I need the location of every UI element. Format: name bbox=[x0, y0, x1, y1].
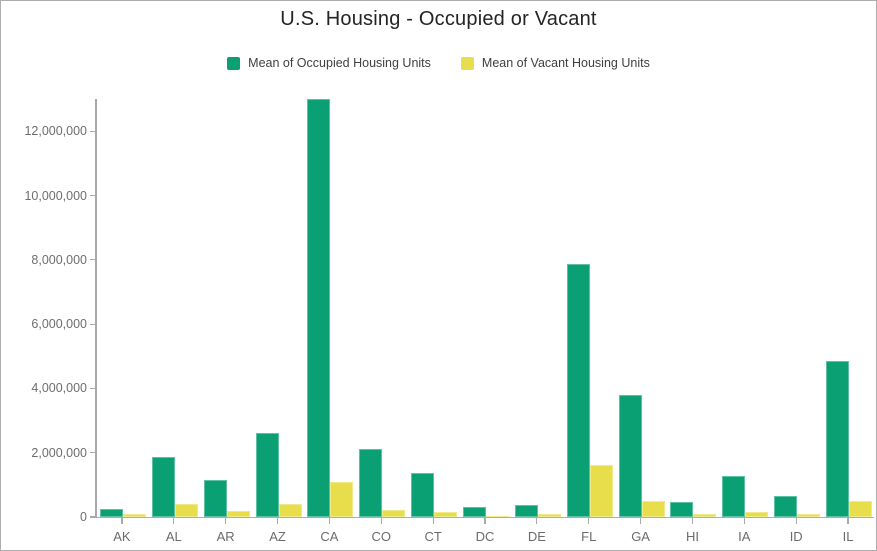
bar-occupied-DE[interactable] bbox=[514, 504, 538, 517]
bar-occupied-HI[interactable] bbox=[670, 501, 694, 517]
x-axis-label-AL: AL bbox=[165, 529, 182, 544]
x-axis-label-AZ: AZ bbox=[269, 529, 286, 544]
x-axis-label-CT: CT bbox=[424, 529, 442, 544]
bar-occupied-GA[interactable] bbox=[618, 394, 642, 517]
y-tick bbox=[90, 516, 96, 518]
x-tick bbox=[225, 518, 227, 524]
x-tick bbox=[640, 518, 642, 524]
bar-vacant-CT[interactable] bbox=[434, 512, 458, 517]
y-tick-label: 8,000,000 bbox=[31, 252, 87, 267]
y-tick bbox=[90, 194, 96, 197]
legend-label-occupied: Mean of Occupied Housing Units bbox=[248, 56, 431, 70]
x-tick bbox=[173, 518, 175, 524]
bar-vacant-AR[interactable] bbox=[226, 510, 250, 517]
x-tick bbox=[691, 518, 694, 524]
x-tick bbox=[795, 518, 797, 524]
bar-occupied-IL[interactable] bbox=[826, 361, 850, 517]
bar-occupied-ID[interactable] bbox=[774, 496, 798, 517]
x-axis-label-CO: CO bbox=[371, 529, 392, 544]
bar-vacant-CA[interactable] bbox=[330, 481, 354, 517]
bar-occupied-CO[interactable] bbox=[359, 448, 383, 517]
x-tick bbox=[276, 518, 279, 524]
x-tick bbox=[536, 518, 538, 524]
bar-occupied-CA[interactable] bbox=[307, 99, 331, 517]
bar-occupied-AL[interactable] bbox=[151, 456, 175, 517]
chart-title: U.S. Housing - Occupied or Vacant bbox=[280, 8, 597, 30]
x-axis-label-IA: IA bbox=[738, 529, 751, 544]
y-tick-label: 10,000,000 bbox=[24, 188, 87, 203]
x-axis-label-DE: DE bbox=[527, 529, 546, 544]
x-tick bbox=[380, 518, 382, 524]
bar-vacant-GA[interactable] bbox=[641, 500, 665, 517]
y-tick bbox=[90, 452, 96, 454]
y-tick-label: 12,000,000 bbox=[24, 124, 87, 139]
x-axis-label-AK: AK bbox=[113, 529, 131, 544]
x-tick bbox=[432, 518, 434, 524]
x-tick bbox=[121, 518, 123, 524]
y-tick-label: 0 bbox=[80, 510, 87, 524]
bar-occupied-AR[interactable] bbox=[203, 479, 227, 517]
x-axis-label-AR: AR bbox=[216, 529, 235, 544]
vacant-swatch-icon bbox=[460, 56, 474, 70]
bar-vacant-AZ[interactable] bbox=[278, 503, 302, 517]
bar-vacant-AL[interactable] bbox=[174, 504, 198, 517]
bar-vacant-CO[interactable] bbox=[382, 509, 406, 517]
bar-occupied-DC[interactable] bbox=[463, 507, 486, 517]
legend: Mean of Occupied Housing Units Mean of V… bbox=[1, 56, 876, 70]
y-tick-label: 6,000,000 bbox=[31, 317, 87, 332]
y-tick-label: 4,000,000 bbox=[31, 381, 87, 396]
bar-vacant-FL[interactable] bbox=[589, 464, 613, 517]
legend-label-vacant: Mean of Vacant Housing Units bbox=[481, 56, 650, 70]
x-axis-label-HI: HI bbox=[685, 529, 699, 544]
x-axis-label-DC: DC bbox=[475, 529, 495, 544]
x-axis-label-FL: FL bbox=[581, 529, 597, 544]
y-tick bbox=[90, 387, 96, 389]
bar-vacant-IL[interactable] bbox=[849, 501, 873, 517]
x-axis-label-ID: ID bbox=[789, 529, 803, 544]
bar-vacant-DE[interactable] bbox=[537, 514, 561, 517]
x-tick bbox=[588, 518, 590, 524]
x-tick bbox=[743, 518, 745, 524]
y-tick bbox=[90, 130, 96, 132]
x-axis-label-IL: IL bbox=[842, 529, 854, 544]
bar-vacant-DC[interactable] bbox=[486, 515, 509, 517]
y-tick bbox=[90, 323, 96, 325]
y-tick-label: 2,000,000 bbox=[31, 445, 87, 460]
bar-occupied-FL[interactable] bbox=[566, 263, 590, 517]
x-tick bbox=[328, 518, 330, 524]
x-tick bbox=[847, 518, 849, 524]
x-axis-line bbox=[95, 516, 874, 519]
bar-occupied-IA[interactable] bbox=[722, 476, 746, 517]
bar-occupied-CT[interactable] bbox=[411, 472, 435, 517]
y-axis-line bbox=[95, 99, 97, 518]
x-axis-label-GA: GA bbox=[631, 529, 650, 544]
legend-item-occupied: Mean of Occupied Housing Units bbox=[227, 56, 431, 70]
occupied-swatch-icon bbox=[227, 56, 241, 70]
y-tick bbox=[90, 259, 96, 261]
bar-occupied-AK[interactable] bbox=[99, 508, 123, 517]
bar-vacant-ID[interactable] bbox=[797, 513, 821, 517]
x-axis-label-CA: CA bbox=[320, 529, 339, 544]
x-tick bbox=[484, 518, 486, 524]
bar-vacant-IA[interactable] bbox=[745, 512, 769, 517]
bar-vacant-HI[interactable] bbox=[693, 514, 717, 517]
bar-occupied-AZ[interactable] bbox=[255, 432, 279, 517]
bar-vacant-AK[interactable] bbox=[122, 514, 146, 517]
legend-item-vacant: Mean of Vacant Housing Units bbox=[460, 56, 650, 70]
